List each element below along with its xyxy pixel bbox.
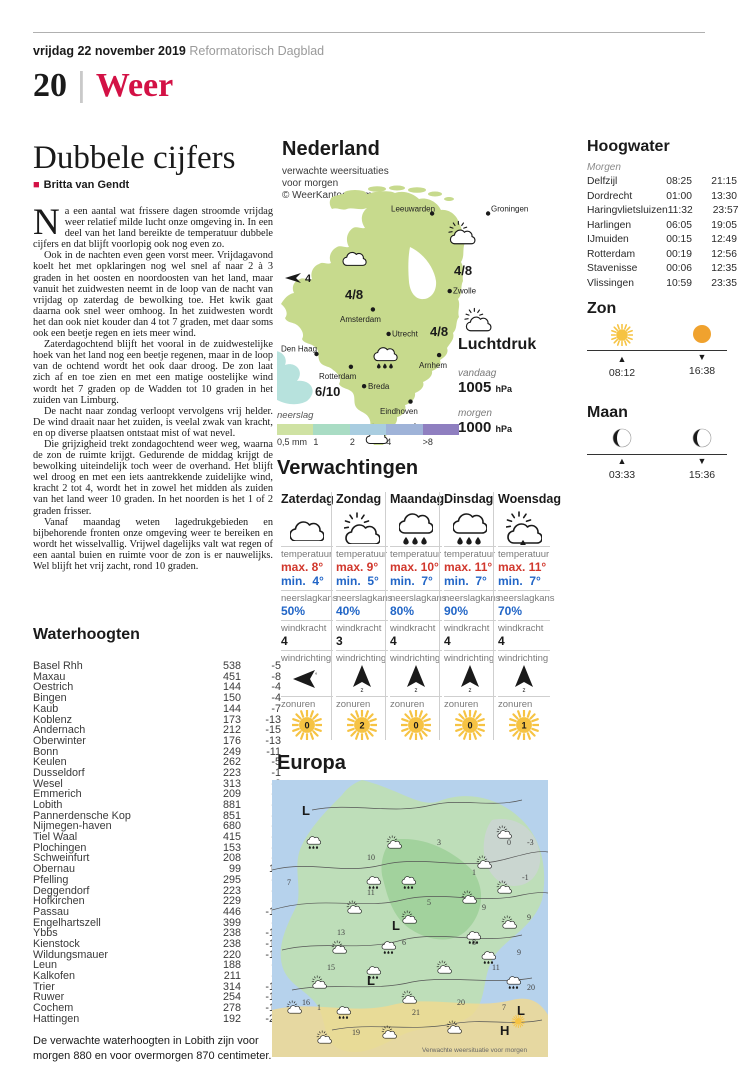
svg-text:H: H — [500, 1023, 509, 1038]
svg-text:4/8: 4/8 — [345, 287, 363, 302]
svg-text:Amsterdam: Amsterdam — [340, 315, 381, 324]
svg-text:15: 15 — [327, 963, 335, 972]
svg-text:0: 0 — [304, 720, 309, 730]
svg-text:z: z — [469, 688, 472, 693]
svg-text:Verwachte weersituatie voor mo: Verwachte weersituatie voor morgen — [422, 1047, 528, 1054]
svg-text:0: 0 — [507, 838, 511, 847]
svg-text:7: 7 — [287, 878, 291, 887]
svg-text:Den Haag: Den Haag — [281, 345, 317, 354]
svg-text:L: L — [392, 918, 400, 933]
svg-text:11: 11 — [492, 963, 500, 972]
svg-text:Breda: Breda — [368, 382, 390, 391]
svg-text:3: 3 — [437, 838, 441, 847]
svg-text:16: 16 — [302, 998, 310, 1007]
svg-text:°: ° — [315, 673, 318, 679]
svg-text:6/10: 6/10 — [315, 384, 340, 399]
svg-text:9: 9 — [517, 948, 521, 957]
svg-text:13: 13 — [337, 928, 345, 937]
svg-text:20: 20 — [457, 998, 465, 1007]
svg-text:9: 9 — [527, 913, 531, 922]
svg-text:L: L — [367, 973, 375, 988]
svg-text:10: 10 — [367, 853, 375, 862]
svg-text:1: 1 — [521, 720, 526, 730]
svg-text:Utrecht: Utrecht — [392, 330, 419, 339]
svg-text:4: 4 — [305, 273, 312, 285]
svg-text:20: 20 — [527, 983, 535, 992]
svg-text:2: 2 — [359, 720, 364, 730]
svg-text:9: 9 — [482, 903, 486, 912]
svg-text:-1: -1 — [522, 873, 529, 882]
svg-text:z: z — [415, 688, 418, 693]
svg-text:Groningen: Groningen — [491, 205, 528, 214]
svg-text:21: 21 — [412, 1008, 420, 1017]
svg-text:5: 5 — [427, 898, 431, 907]
svg-text:0: 0 — [413, 720, 418, 730]
svg-text:Arnhem: Arnhem — [419, 361, 447, 370]
svg-text:-3: -3 — [527, 838, 534, 847]
svg-text:6: 6 — [402, 938, 406, 947]
svg-text:11: 11 — [367, 888, 375, 897]
svg-text:Leeuwarden: Leeuwarden — [391, 205, 435, 214]
svg-text:0: 0 — [467, 720, 472, 730]
svg-text:z: z — [361, 688, 364, 693]
svg-text:19: 19 — [352, 1028, 360, 1037]
svg-text:L: L — [302, 803, 310, 818]
svg-text:4/8: 4/8 — [454, 263, 472, 278]
svg-text:1: 1 — [472, 868, 476, 877]
svg-text:z: z — [523, 688, 526, 693]
svg-text:Zwolle: Zwolle — [453, 287, 477, 296]
svg-text:4/8: 4/8 — [430, 324, 448, 339]
svg-text:Rotterdam: Rotterdam — [319, 372, 357, 381]
